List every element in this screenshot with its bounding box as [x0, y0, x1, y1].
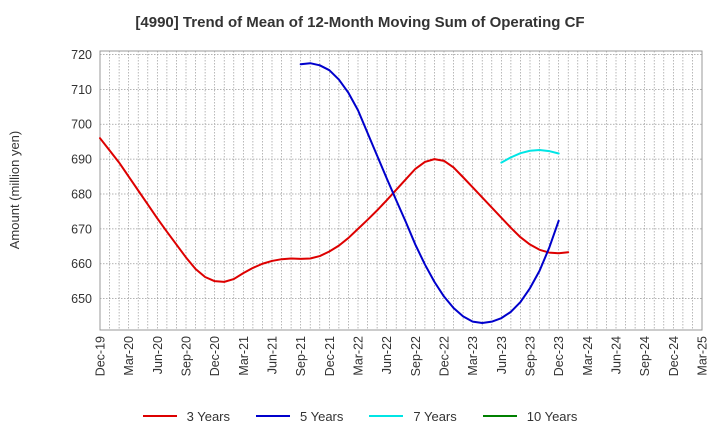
legend-label: 10 Years	[526, 408, 578, 424]
chart-title: [4990] Trend of Mean of 12-Month Moving …	[135, 14, 585, 31]
x-tick-label: Mar-21	[237, 336, 251, 376]
legend-label: 5 Years	[300, 408, 344, 424]
y-tick-label: 720	[71, 48, 92, 62]
x-tick-label: Mar-20	[122, 336, 136, 376]
series-line-5-years	[299, 62, 560, 325]
plot-area	[99, 50, 703, 331]
x-tick-label: Jun-20	[151, 336, 165, 374]
x-tick-label: Sep-24	[638, 336, 652, 376]
legend-item: 3 Years	[142, 408, 230, 424]
x-tick-label: Dec-21	[323, 336, 337, 376]
y-axis-label: Amount (million yen)	[7, 131, 22, 250]
x-tick-label: Dec-22	[438, 336, 452, 376]
x-tick-label: Mar-25	[696, 336, 710, 376]
x-tick-label: Dec-20	[208, 336, 222, 376]
x-axis-tick-labels: Dec-19 Mar-20 Jun-20 Sep-20 Dec-20 Mar-21 Jun-…	[94, 336, 710, 376]
x-tick-label: Sep-22	[409, 336, 423, 376]
y-tick-label: 650	[71, 292, 92, 306]
legend-item: 7 Years	[369, 408, 457, 424]
y-tick-label: 670	[71, 222, 92, 236]
series-line-3-years	[99, 137, 570, 283]
x-tick-label: Sep-23	[524, 336, 538, 376]
series-lines	[99, 62, 570, 325]
x-tick-label: Sep-21	[294, 336, 308, 376]
y-tick-label: 680	[71, 187, 92, 201]
x-tick-label: Mar-23	[466, 336, 480, 376]
series-line-7-years	[500, 149, 560, 164]
legend-item: 5 Years	[256, 409, 343, 424]
x-tick-label: Jun-21	[266, 336, 280, 374]
x-tick-label: Mar-22	[352, 336, 366, 376]
y-tick-label: 660	[71, 257, 92, 271]
legend-swatch	[142, 415, 177, 417]
legend-label: 3 Years	[186, 408, 230, 424]
x-tick-label: Mar-24	[581, 336, 595, 376]
x-tick-label: Dec-24	[667, 336, 681, 376]
x-tick-label: Dec-23	[552, 336, 566, 376]
y-tick-label: 710	[71, 83, 92, 97]
legend-item: 10 Years	[482, 408, 578, 424]
y-axis-tick-labels: 650 660 670 680 690 700 710 720	[71, 48, 92, 306]
legend-swatch	[482, 415, 517, 417]
legend-swatch	[369, 415, 404, 417]
legend-swatch	[256, 415, 290, 417]
legend: 3 Years 5 Years 7 Years 10 Years	[0, 406, 720, 426]
y-tick-label: 690	[71, 153, 92, 167]
x-tick-label: Dec-19	[94, 336, 108, 376]
horizontal-gridlines	[100, 54, 702, 299]
x-tick-label: Jun-24	[610, 336, 624, 374]
x-tick-label: Sep-20	[180, 336, 194, 376]
y-tick-label: 700	[71, 118, 92, 132]
legend-label: 7 Years	[413, 408, 457, 424]
x-tick-label: Jun-22	[380, 336, 394, 374]
x-tick-label: Jun-23	[495, 336, 509, 374]
